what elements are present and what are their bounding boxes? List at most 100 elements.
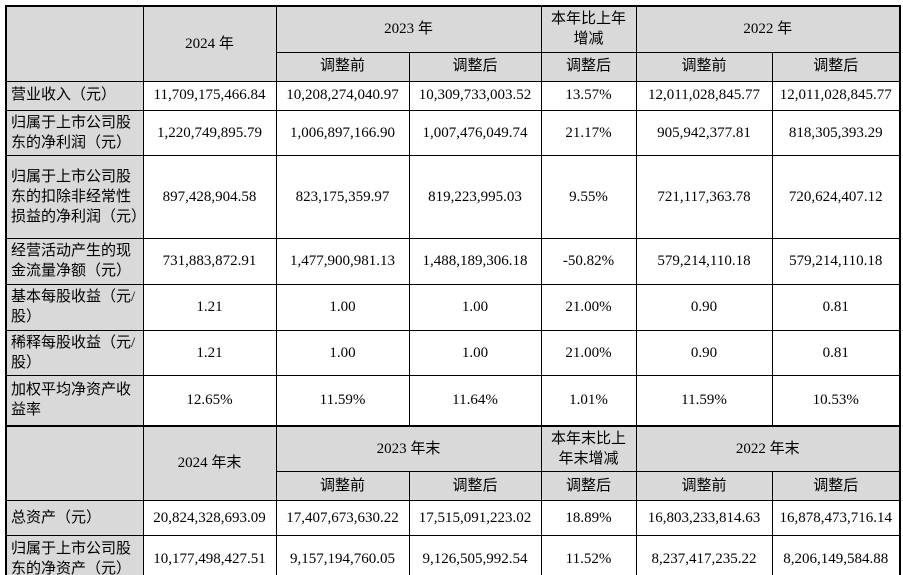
cell-value: 16,803,233,814.63 bbox=[635, 500, 773, 536]
cell-value: 579,214,110.18 bbox=[635, 238, 773, 285]
row-label: 总资产（元） bbox=[5, 500, 144, 536]
cell-value: 0.90 bbox=[635, 283, 773, 331]
cell-value: 579,214,110.18 bbox=[771, 238, 901, 285]
financial-summary-table: 2024 年 2023 年 本年比上年增减 2022 年 调整前 调整后 调整后… bbox=[5, 5, 902, 575]
col-header-2023: 2023 年 bbox=[275, 5, 542, 53]
table-row: 总资产（元） 20,824,328,693.09 17,407,673,630.… bbox=[5, 500, 901, 536]
row-label: 加权平均净资产收益率 bbox=[5, 375, 144, 426]
cell-value: 731,883,872.91 bbox=[142, 238, 277, 285]
cell-value: 720,624,407.12 bbox=[771, 155, 901, 239]
col-header-2022-end: 2022 年末 bbox=[635, 424, 901, 472]
cell-value: 819,223,995.03 bbox=[408, 155, 542, 239]
cell-value: 21.17% bbox=[540, 109, 637, 156]
subheader-2022-after: 调整后 bbox=[771, 51, 901, 82]
row-label: 归属于上市公司股东的净利润（元） bbox=[5, 109, 144, 156]
col-header-2024-end: 2024 年末 bbox=[142, 424, 277, 501]
subheader-2023end-after: 调整后 bbox=[408, 471, 542, 501]
table-row: 加权平均净资产收益率 12.65% 11.59% 11.64% 1.01% 11… bbox=[5, 375, 901, 426]
row-label: 稀释每股收益（元/股） bbox=[5, 329, 144, 376]
subheader-2022end-before: 调整前 bbox=[635, 471, 773, 501]
header-row-adjust: 调整前 调整后 调整后 调整前 调整后 bbox=[6, 51, 901, 82]
cell-value: 20,824,328,693.09 bbox=[142, 500, 277, 536]
cell-value: 823,175,359.97 bbox=[275, 155, 410, 239]
subheader-2023-after: 调整后 bbox=[408, 51, 542, 82]
cell-value: 17,407,673,630.22 bbox=[275, 500, 410, 536]
cell-value: 0.81 bbox=[771, 329, 901, 376]
cell-value: 11.59% bbox=[275, 375, 410, 426]
cell-value: 9.55% bbox=[540, 155, 637, 239]
cell-value: 12,011,028,845.77 bbox=[635, 80, 773, 111]
subheader-2022end-after: 调整后 bbox=[771, 471, 901, 501]
cell-value: 1.00 bbox=[275, 329, 410, 376]
col-header-2024: 2024 年 bbox=[142, 5, 277, 82]
col-header-2022: 2022 年 bbox=[635, 5, 901, 53]
cell-value: 11.59% bbox=[635, 375, 773, 426]
cell-value: -50.82% bbox=[540, 238, 637, 285]
col-header-2023-end: 2023 年末 bbox=[275, 424, 542, 472]
subheader-2022-before: 调整前 bbox=[635, 51, 773, 82]
corner-cell bbox=[5, 5, 144, 82]
cell-value: 18.89% bbox=[540, 500, 637, 536]
cell-value: 10,208,274,040.97 bbox=[275, 80, 410, 111]
subheader-2023end-before: 调整前 bbox=[275, 471, 410, 501]
cell-value: 1,006,897,166.90 bbox=[275, 109, 410, 156]
cell-value: 21.00% bbox=[540, 283, 637, 331]
cell-value: 8,206,149,584.88 bbox=[771, 535, 901, 575]
cell-value: 10,309,733,003.52 bbox=[408, 80, 542, 111]
table-row: 经营活动产生的现金流量净额（元） 731,883,872.91 1,477,90… bbox=[5, 238, 901, 285]
row-label: 经营活动产生的现金流量净额（元） bbox=[5, 238, 144, 285]
cell-value: 818,305,393.29 bbox=[771, 109, 901, 156]
corner-cell bbox=[5, 424, 144, 501]
table-row: 归属于上市公司股东的净利润（元） 1,220,749,895.79 1,006,… bbox=[5, 109, 901, 156]
cell-value: 16,878,473,716.14 bbox=[771, 500, 901, 536]
cell-value: 721,117,363.78 bbox=[635, 155, 773, 239]
cell-value: 1,477,900,981.13 bbox=[275, 238, 410, 285]
cell-value: 1,007,476,049.74 bbox=[408, 109, 542, 156]
row-label: 基本每股收益（元/股） bbox=[5, 283, 144, 331]
cell-value: 9,157,194,760.05 bbox=[275, 535, 410, 575]
table-row: 稀释每股收益（元/股） 1.21 1.00 1.00 21.00% 0.90 0… bbox=[5, 329, 901, 376]
cell-value: 21.00% bbox=[540, 329, 637, 376]
cell-value: 11,709,175,466.84 bbox=[142, 80, 277, 111]
cell-value: 12.65% bbox=[142, 375, 277, 426]
cell-value: 12,011,028,845.77 bbox=[771, 80, 901, 111]
cell-value: 10,177,498,427.51 bbox=[142, 535, 277, 575]
cell-value: 905,942,377.81 bbox=[635, 109, 773, 156]
cell-value: 1.00 bbox=[408, 329, 542, 376]
cell-value: 11.52% bbox=[540, 535, 637, 575]
table-row: 基本每股收益（元/股） 1.21 1.00 1.00 21.00% 0.90 0… bbox=[5, 283, 901, 331]
subheader-2023-before: 调整前 bbox=[275, 51, 410, 82]
col-header-change-end: 本年末比上年末增减 bbox=[540, 424, 637, 472]
col-header-change: 本年比上年增减 bbox=[540, 5, 637, 53]
table-row: 归属于上市公司股东的扣除非经常性损益的净利润（元） 897,428,904.58… bbox=[5, 155, 901, 239]
row-label: 营业收入（元） bbox=[5, 80, 144, 111]
subheader-changeend-after: 调整后 bbox=[540, 471, 637, 501]
section-annual: 2024 年 2023 年 本年比上年增减 2022 年 调整前 调整后 调整后… bbox=[5, 5, 901, 426]
header-row-yearend: 2024 年末 2023 年末 本年末比上年末增减 2022 年末 bbox=[5, 424, 901, 501]
header-row-years: 2024 年 2023 年 本年比上年增减 2022 年 bbox=[5, 5, 901, 82]
subheader-change-after: 调整后 bbox=[540, 51, 637, 82]
cell-value: 8,237,417,235.22 bbox=[635, 535, 773, 575]
cell-value: 1.00 bbox=[275, 283, 410, 331]
cell-value: 1.00 bbox=[408, 283, 542, 331]
header-row-adjust-end: 调整前 调整后 调整后 调整前 调整后 bbox=[6, 471, 901, 501]
cell-value: 13.57% bbox=[540, 80, 637, 111]
cell-value: 0.81 bbox=[771, 283, 901, 331]
cell-value: 11.64% bbox=[408, 375, 542, 426]
cell-value: 897,428,904.58 bbox=[142, 155, 277, 239]
row-label: 归属于上市公司股东的净资产（元） bbox=[5, 535, 144, 575]
table-row: 营业收入（元） 11,709,175,466.84 10,208,274,040… bbox=[5, 80, 901, 111]
cell-value: 9,126,505,992.54 bbox=[408, 535, 542, 575]
cell-value: 1,220,749,895.79 bbox=[142, 109, 277, 156]
table-row: 归属于上市公司股东的净资产（元） 10,177,498,427.51 9,157… bbox=[5, 535, 901, 575]
cell-value: 17,515,091,223.02 bbox=[408, 500, 542, 536]
row-label: 归属于上市公司股东的扣除非经常性损益的净利润（元） bbox=[5, 155, 144, 239]
cell-value: 1,488,189,306.18 bbox=[408, 238, 542, 285]
section-year-end: 2024 年末 2023 年末 本年末比上年末增减 2022 年末 调整前 调整… bbox=[5, 424, 901, 575]
cell-value: 1.21 bbox=[142, 283, 277, 331]
cell-value: 1.01% bbox=[540, 375, 637, 426]
cell-value: 1.21 bbox=[142, 329, 277, 376]
cell-value: 10.53% bbox=[771, 375, 901, 426]
cell-value: 0.90 bbox=[635, 329, 773, 376]
